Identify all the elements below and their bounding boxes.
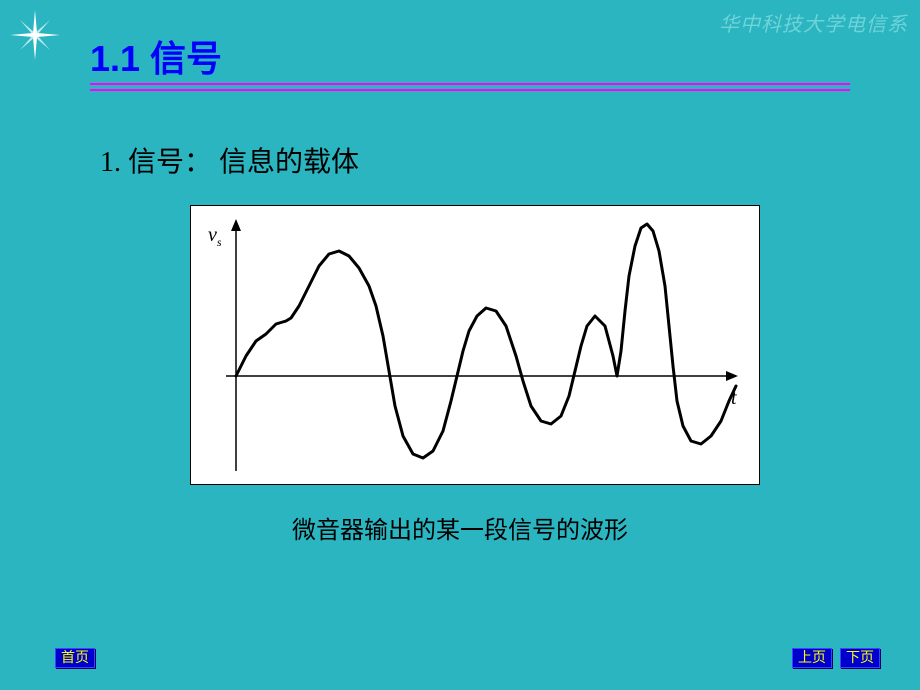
university-watermark: 华中科技大学电信系 (719, 8, 908, 37)
title-underline-1 (90, 83, 850, 85)
waveform-chart: vs t (190, 205, 760, 485)
star-decoration (10, 10, 60, 60)
home-button[interactable]: 首页 (55, 648, 95, 668)
chart-caption: 微音器输出的某一段信号的波形 (0, 510, 920, 545)
svg-text:t: t (731, 387, 737, 409)
section-title: 1.1 信号 (90, 30, 222, 82)
subheading: 1. 信号： 信息的载体 (100, 140, 359, 180)
title-underline-2 (90, 89, 850, 91)
prev-button[interactable]: 上页 (792, 648, 832, 668)
svg-text:vs: vs (208, 224, 222, 249)
waveform-svg: vs t (191, 206, 761, 486)
next-button[interactable]: 下页 (840, 648, 880, 668)
